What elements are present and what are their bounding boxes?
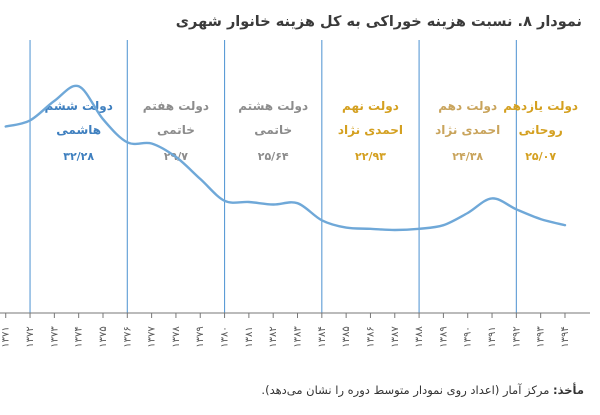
period-label-name-5: دولت یازدهم [503, 99, 578, 114]
chart-title: نمودار ۸. نسبت هزینه خوراکی به کل هزینه … [175, 14, 582, 30]
source-note: مأخذ: مرکز آمار (اعداد روی نمودار متوسط … [0, 383, 584, 397]
period-label-president-5: روحانی [519, 123, 563, 138]
x-tick-label-5: ۱۳۷۶ [122, 326, 133, 347]
x-tick-label-22: ۱۳۹۳ [536, 326, 547, 348]
period-label-avg-2: ۲۵/۶۴ [258, 150, 289, 163]
x-tick-label-12: ۱۳۸۳ [293, 326, 304, 348]
period-label-name-3: دولت نهم [342, 99, 399, 114]
x-tick-label-2: ۱۳۷۳ [49, 326, 60, 348]
series-line [4, 84, 567, 232]
x-tick-label-7: ۱۳۷۸ [171, 326, 182, 348]
x-tick-label-10: ۱۳۸۱ [244, 326, 255, 347]
period-label-name-4: دولت دهم [438, 99, 497, 114]
source-text: مرکز آمار (اعداد روی نمودار متوسط دوره ر… [261, 383, 550, 397]
period-label-president-1: خاتمی [157, 123, 195, 137]
x-tick-label-1: ۱۳۷۲ [25, 326, 36, 347]
x-tick-label-21: ۱۳۹۲ [511, 326, 522, 347]
period-label-president-0: هاشمی [56, 123, 101, 137]
period-label-avg-0: ۳۲/۲۸ [63, 150, 94, 163]
period-label-avg-3: ۲۲/۹۳ [355, 150, 386, 163]
x-tick-label-23: ۱۳۹۴ [560, 326, 571, 347]
source-label: مأخذ: [553, 383, 584, 397]
x-tick-label-19: ۱۳۹۰ [463, 326, 474, 347]
x-tick-label-9: ۱۳۸۰ [220, 326, 231, 347]
period-label-avg-4: ۲۴/۳۸ [452, 150, 483, 163]
period-label-president-4: احمدی نژاد [435, 123, 500, 137]
period-label-name-1: دولت هفتم [143, 99, 209, 114]
x-tick-label-6: ۱۳۷۷ [147, 326, 158, 348]
x-tick-label-0: ۱۳۷۱ [1, 326, 12, 347]
x-axis-ticks [5, 313, 566, 318]
x-tick-label-4: ۱۳۷۵ [98, 326, 109, 347]
period-label-name-2: دولت هشتم [238, 99, 308, 114]
x-tick-label-16: ۱۳۸۷ [390, 326, 401, 348]
x-tick-label-3: ۱۳۷۴ [74, 326, 85, 347]
period-label-president-3: احمدی نژاد [338, 123, 403, 137]
x-tick-label-20: ۱۳۹۱ [487, 326, 498, 347]
x-tick-label-13: ۱۳۸۴ [317, 326, 328, 347]
x-tick-label-17: ۱۳۸۸ [414, 326, 425, 348]
x-axis-tick-labels: ۱۳۷۱ ۱۳۷۲ ۱۳۷۳ ۱۳۷۴ ۱۳۷۵ ۱۳۷۶ ۱۳۷۷ ۱۳۷۸ ۱۳۷۹ ۱۳۸۰… [1, 326, 571, 348]
period-dividers [29, 40, 517, 313]
x-tick-label-18: ۱۳۸۹ [438, 326, 449, 347]
period-label-avg-5: ۲۵/۰۷ [525, 150, 556, 163]
x-tick-label-8: ۱۳۷۹ [195, 326, 206, 347]
period-label-president-2: خاتمی [254, 123, 292, 137]
x-tick-label-15: ۱۳۸۶ [366, 326, 377, 347]
x-tick-label-11: ۱۳۸۲ [268, 326, 279, 347]
x-tick-label-14: ۱۳۸۵ [341, 326, 352, 347]
